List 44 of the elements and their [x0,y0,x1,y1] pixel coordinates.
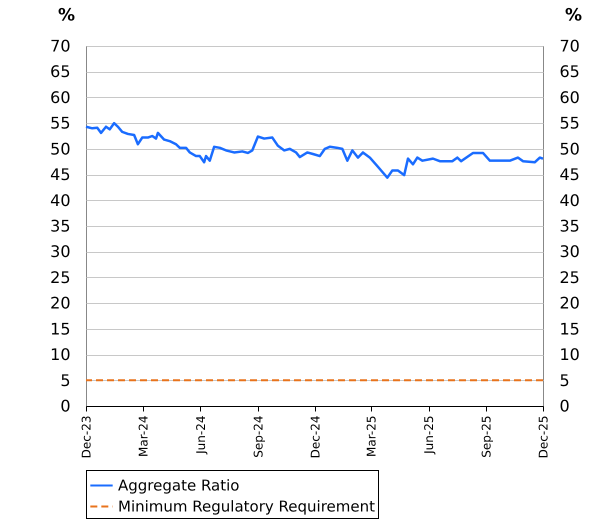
y-tick-label: 10 [50,345,70,364]
x-tick-label: Mar-24 [136,416,150,457]
line-series [84,122,544,179]
x-tick-label: Jun-24 [194,416,208,455]
x-tick-label: Sep-25 [480,416,494,458]
y2-tick-label: 10 [560,345,580,364]
y2-tick-label: 70 [560,36,580,56]
legend-label: Minimum Regulatory Requirement [118,498,376,516]
y2-tick-label: 65 [560,62,580,82]
y2-tick-label: 55 [560,114,580,133]
y2-tick-label: 25 [560,268,580,287]
y-tick-label: 45 [50,165,70,184]
y2-tick-label: 35 [560,216,580,236]
y-tick-label: 40 [50,190,70,210]
x-tick-label: Dec-23 [80,416,94,458]
y-tick-label: 25 [50,268,70,287]
x-tick-label: Dec-24 [308,416,322,458]
y-tick-label: 30 [50,242,70,262]
y-tick-label: 60 [50,88,70,107]
y2-tick-label: 45 [560,165,580,184]
y-tick-label: 65 [50,62,70,82]
x-tick-label: Dec-25 [536,416,550,458]
x-tick-label: Jun-25 [422,416,436,455]
y2-tick-label: 30 [560,242,580,262]
y-tick-label: 35 [50,216,70,236]
x-tick-label: Sep-24 [251,416,266,458]
y-tick-label: 20 [50,294,70,313]
y2-tick-label: 0 [560,396,570,416]
y-tick-label: 70 [50,36,70,56]
y2-tick-label: 20 [560,294,580,313]
y-tick-label: 15 [50,319,70,338]
y2-tick-label: 15 [560,319,580,338]
y-axis-title: % [58,6,76,26]
y2-tick-label: 60 [560,88,580,107]
y-tick-label: 55 [50,114,70,133]
y2-tick-label: 50 [560,139,580,158]
y2-tick-label: 5 [560,370,570,390]
y-tick-label: 0 [60,396,70,416]
y-tick-label: 50 [50,139,70,158]
x-tick-label: Mar-25 [364,416,379,457]
y-tick-label: 5 [60,370,70,390]
legend-label: Aggregate Ratio [118,476,240,494]
y2-tick-label: 40 [560,190,580,210]
y2-axis-title: % [564,6,582,26]
